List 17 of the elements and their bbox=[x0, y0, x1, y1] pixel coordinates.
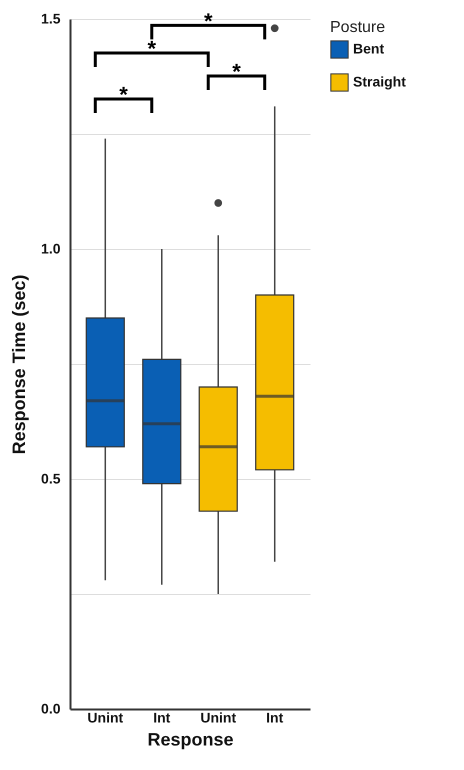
legend-label: Bent bbox=[353, 40, 384, 56]
y-tick-label: 1.5 bbox=[41, 10, 61, 26]
x-tick-label: Unint bbox=[87, 710, 124, 726]
legend-title: Posture bbox=[330, 19, 386, 36]
annotation: * bbox=[204, 8, 213, 34]
x-tick-label: Unint bbox=[200, 710, 236, 726]
y-axis-title: Response Time (sec) bbox=[9, 274, 30, 454]
y-tick-label: 1.0 bbox=[41, 240, 61, 256]
x-tick-label: Int bbox=[266, 710, 284, 726]
x-axis-title: Response bbox=[147, 730, 234, 750]
annotation: * bbox=[119, 82, 128, 107]
x-tick-label: Int bbox=[153, 710, 171, 726]
significance-bracket: * bbox=[94, 82, 154, 113]
legend-label: Straight bbox=[353, 74, 406, 90]
annotation: * bbox=[232, 59, 242, 84]
y-tick-label: 0.5 bbox=[41, 470, 61, 486]
y-tick-label: 0.0 bbox=[41, 700, 61, 716]
